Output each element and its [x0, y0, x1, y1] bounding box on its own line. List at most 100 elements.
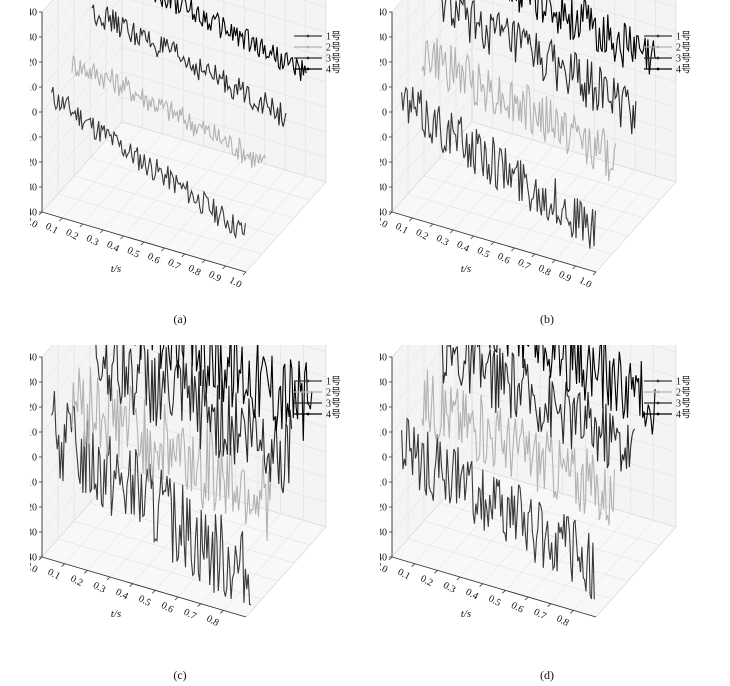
- x-tick-label: 0.9: [207, 269, 223, 285]
- series-group: [401, 345, 656, 600]
- grid-line: [216, 0, 327, 33]
- x-tick-mark: [524, 596, 529, 601]
- grid-line: [471, 71, 677, 133]
- x-tick-mark: [152, 590, 156, 594]
- legend-marker: [656, 401, 660, 405]
- grid-line: [87, 480, 168, 571]
- x-tick-label: 0.5: [475, 245, 491, 261]
- x-tick-label: 0.4: [114, 587, 130, 603]
- x-tick-label: 0.1: [43, 221, 59, 237]
- x-tick-label: 1.0: [227, 275, 243, 291]
- x-tick-label: 0.3: [441, 580, 457, 596]
- grid: [41, 0, 327, 273]
- x-tick-label: 0.2: [414, 227, 430, 243]
- grid-line: [407, 193, 613, 255]
- y-tick-label: −40: [380, 208, 387, 219]
- legend-entry: 3号: [676, 398, 691, 410]
- legend-entry: 2号: [326, 387, 341, 399]
- grid-line: [143, 151, 225, 243]
- grid-line: [41, 345, 76, 383]
- grid-line: [437, 480, 518, 571]
- x-tick-mark: [490, 241, 495, 246]
- legend-marker: [306, 390, 310, 394]
- x-tick-label: 0.8: [204, 613, 220, 629]
- grid-line: [471, 46, 677, 108]
- x-tick-label: 0.2: [64, 227, 80, 243]
- y-tick-label: −10: [380, 478, 387, 489]
- x-tick-mark: [61, 563, 65, 567]
- axes: −40−30−20−100102030400.00.10.20.30.40.50…: [30, 353, 247, 629]
- x-axis-label: t/s: [461, 263, 471, 275]
- x-tick-mark: [434, 570, 438, 574]
- legend-entry: 4号: [326, 409, 341, 421]
- x-tick-label: 0.9: [557, 269, 573, 285]
- y-tick-label: −10: [30, 133, 37, 144]
- grid-line: [412, 127, 493, 219]
- legend-marker: [656, 412, 660, 416]
- legend-marker: [306, 401, 310, 405]
- x-tick-label: 0.6: [159, 600, 175, 616]
- grid: [41, 345, 327, 618]
- legend-marker: [306, 379, 310, 383]
- grid-line: [459, 486, 541, 578]
- series-line-3: [441, 0, 637, 135]
- grid-line: [41, 466, 123, 558]
- grid-line: [391, 0, 448, 63]
- legend-marker: [656, 34, 660, 38]
- grid-line: [73, 175, 279, 237]
- series-line-4: [154, 0, 307, 82]
- axes: −40−30−20−100102030400.00.10.20.30.40.50…: [30, 8, 247, 291]
- grid-line: [575, 175, 656, 267]
- grid-line: [89, 502, 295, 564]
- grid-line: [471, 366, 677, 428]
- legend-marker: [306, 67, 310, 71]
- grid-line: [103, 139, 184, 231]
- x-tick-mark: [592, 271, 597, 276]
- grid-line: [41, 0, 98, 63]
- x-tick-label: 0.4: [464, 587, 480, 603]
- y-tick-label: 40: [30, 353, 37, 364]
- x-axis-label: t/s: [111, 608, 121, 620]
- y-tick-label: −30: [380, 528, 387, 539]
- x-tick-label: 0.3: [434, 233, 450, 249]
- x-tick-mark: [572, 265, 576, 270]
- x-tick-label: 1.0: [577, 275, 593, 291]
- x-tick-mark: [531, 253, 536, 258]
- grid-line: [121, 441, 327, 503]
- grid-line: [73, 520, 279, 582]
- series-line-1: [51, 86, 246, 240]
- legend-entry: 2号: [326, 42, 341, 54]
- x-tick-mark: [570, 610, 574, 614]
- y-tick-label: −20: [380, 503, 387, 514]
- grid-line: [455, 139, 661, 201]
- y-tick-label: 40: [380, 353, 387, 364]
- y-tick-label: −20: [30, 503, 37, 514]
- y-tick-label: 10: [30, 83, 37, 94]
- x-tick-label: 0.0: [380, 560, 389, 576]
- x-tick-mark: [220, 610, 224, 614]
- legend-entry: 1号: [326, 376, 341, 388]
- x-tick-mark: [551, 259, 556, 264]
- grid-line: [62, 127, 143, 219]
- x-tick-mark: [449, 229, 454, 234]
- y-tick-label: −40: [30, 553, 37, 564]
- grid-line: [225, 175, 306, 267]
- grid-line: [41, 345, 98, 408]
- series-group: [51, 345, 313, 606]
- series-line-4: [508, 0, 657, 75]
- grid-line: [41, 46, 123, 138]
- y-tick-label: 20: [380, 403, 387, 414]
- series-line-2: [421, 37, 617, 181]
- x-tick-label: 0.6: [509, 600, 525, 616]
- legend-entry: 1号: [326, 31, 341, 43]
- grid-line: [482, 493, 563, 584]
- y-tick-label: −30: [30, 183, 37, 194]
- x-tick-label: 0.1: [396, 567, 412, 583]
- grid-line: [105, 484, 311, 546]
- x-tick-mark: [502, 590, 506, 594]
- y-tick-label: −40: [30, 208, 37, 219]
- grid-line: [245, 181, 327, 273]
